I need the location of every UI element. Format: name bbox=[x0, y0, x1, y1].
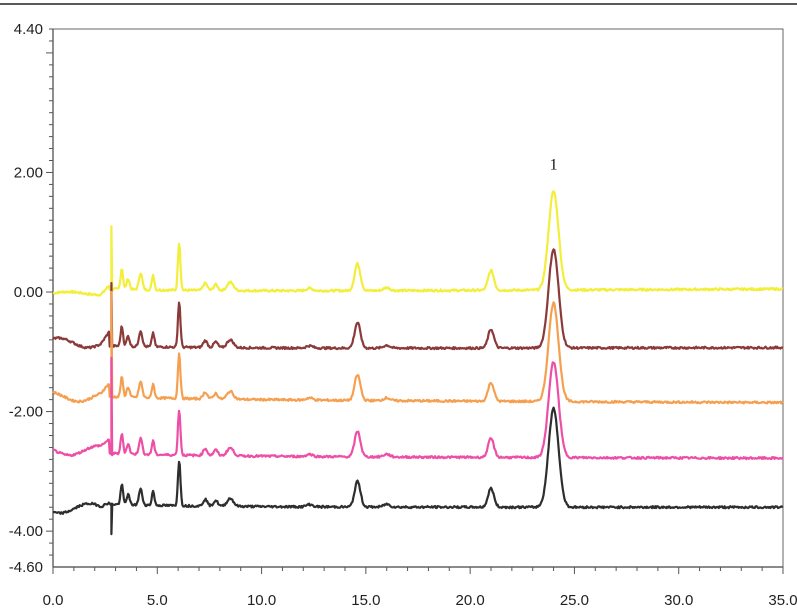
y-tick-label: -4.00 bbox=[9, 523, 43, 540]
series-layer bbox=[52, 190, 784, 536]
x-tick-label: 10.0 bbox=[247, 592, 276, 609]
annotation-layer: 1 bbox=[550, 156, 558, 173]
y-tick-label: -2.00 bbox=[9, 404, 43, 421]
x-tick-label: 15.0 bbox=[351, 592, 380, 609]
x-tick-label: 25.0 bbox=[560, 592, 589, 609]
series-line-2 bbox=[52, 248, 784, 351]
x-tick-label: 35.0 bbox=[768, 592, 797, 609]
y-tick-label: 0.00 bbox=[14, 284, 43, 301]
series-line-1 bbox=[52, 190, 784, 297]
x-axis: 0.0 5.0 10.0 15.0 20.0 25.0 30.0 35.0 bbox=[43, 566, 797, 609]
x-tick-label: 0.0 bbox=[43, 592, 64, 609]
y-tick-label: -4.60 bbox=[9, 559, 43, 576]
x-tick-label: 20.0 bbox=[456, 592, 485, 609]
y-axis: 4.40 2.00 0.00 -2.00 -4.00 -4.60 bbox=[9, 21, 54, 576]
y-tick-label: 4.40 bbox=[14, 21, 43, 38]
series-line-5 bbox=[52, 406, 784, 536]
series-line-4 bbox=[52, 356, 784, 461]
y-tick-label: 2.00 bbox=[14, 164, 43, 181]
series-line-3 bbox=[52, 290, 784, 405]
x-tick-label: 5.0 bbox=[147, 592, 168, 609]
peak-annotation: 1 bbox=[550, 156, 558, 173]
x-tick-label: 30.0 bbox=[664, 592, 693, 609]
